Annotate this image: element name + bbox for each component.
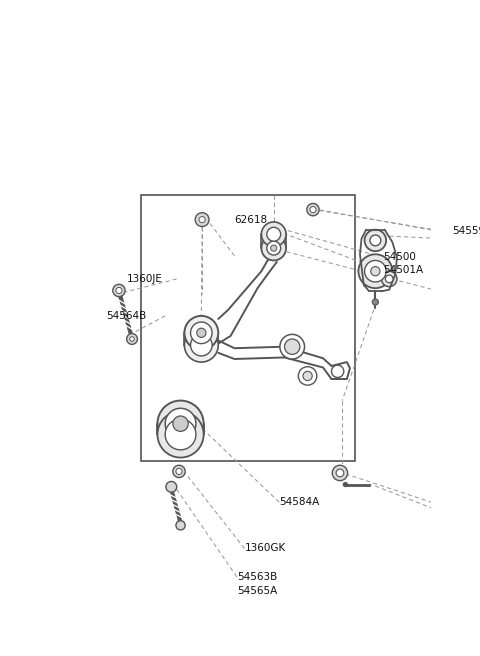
- Text: 54564B: 54564B: [106, 311, 146, 321]
- Circle shape: [195, 213, 209, 226]
- Circle shape: [280, 335, 304, 359]
- Circle shape: [262, 222, 286, 247]
- Text: 54563B: 54563B: [237, 572, 277, 582]
- Circle shape: [173, 465, 185, 478]
- Circle shape: [307, 203, 319, 216]
- Circle shape: [116, 287, 122, 293]
- Text: 54565A: 54565A: [237, 586, 277, 596]
- Circle shape: [371, 266, 380, 276]
- Text: 54559: 54559: [452, 226, 480, 236]
- Circle shape: [165, 408, 196, 439]
- Circle shape: [285, 339, 300, 354]
- Text: 54584A: 54584A: [279, 497, 319, 507]
- Circle shape: [262, 236, 286, 260]
- Text: 1360JE: 1360JE: [127, 274, 163, 284]
- Circle shape: [271, 245, 277, 251]
- Text: 54501A: 54501A: [383, 266, 423, 276]
- Circle shape: [310, 207, 316, 213]
- Circle shape: [332, 465, 348, 481]
- Text: 62618: 62618: [234, 215, 267, 224]
- Circle shape: [130, 337, 134, 341]
- Circle shape: [303, 371, 312, 380]
- Bar: [141, 195, 355, 461]
- Circle shape: [359, 255, 392, 288]
- Circle shape: [267, 241, 281, 255]
- Circle shape: [365, 260, 386, 282]
- Circle shape: [385, 275, 393, 283]
- Circle shape: [184, 328, 218, 362]
- Circle shape: [191, 322, 212, 344]
- Circle shape: [176, 521, 185, 530]
- Circle shape: [165, 419, 196, 450]
- Circle shape: [267, 228, 281, 241]
- Circle shape: [157, 411, 204, 458]
- Circle shape: [382, 271, 397, 287]
- Circle shape: [365, 230, 386, 251]
- Circle shape: [191, 335, 212, 356]
- Circle shape: [127, 334, 137, 344]
- Circle shape: [197, 328, 206, 337]
- Circle shape: [336, 469, 344, 477]
- Circle shape: [343, 482, 348, 487]
- Circle shape: [199, 216, 205, 222]
- Text: 1360GK: 1360GK: [244, 543, 286, 554]
- Circle shape: [157, 401, 204, 447]
- Circle shape: [372, 299, 378, 305]
- Circle shape: [332, 365, 344, 377]
- Circle shape: [176, 468, 182, 474]
- Circle shape: [299, 367, 317, 385]
- Circle shape: [166, 482, 177, 492]
- Circle shape: [370, 235, 381, 246]
- Text: 54500: 54500: [383, 253, 416, 262]
- Circle shape: [113, 284, 125, 297]
- Circle shape: [173, 416, 188, 432]
- Circle shape: [184, 316, 218, 350]
